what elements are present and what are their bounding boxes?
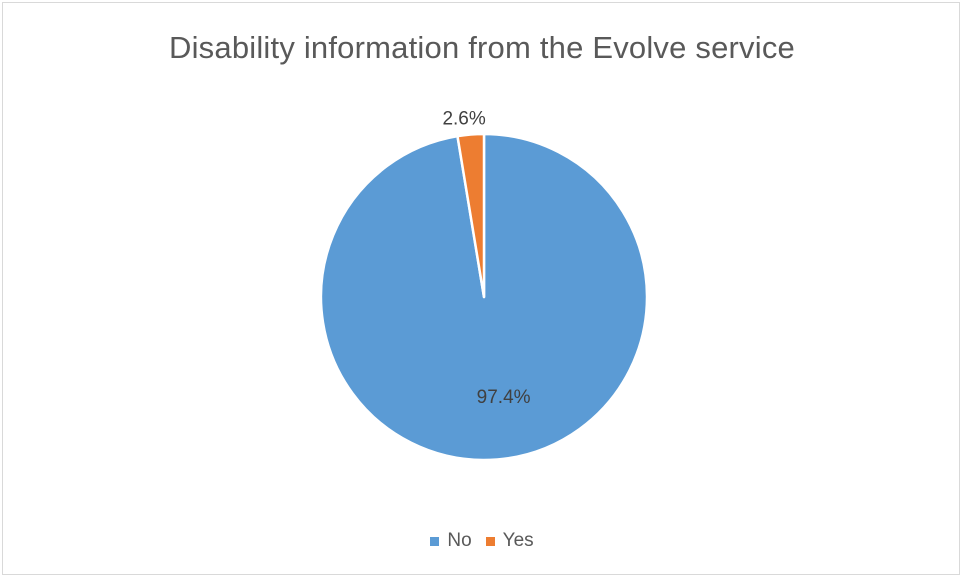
legend-item-yes: Yes	[485, 530, 534, 552]
legend-swatch-yes	[485, 536, 495, 546]
legend-label-yes: Yes	[502, 530, 534, 551]
legend: No Yes	[0, 530, 964, 552]
pie-slice-yes	[456, 132, 486, 299]
legend-item-no: No	[430, 530, 472, 552]
chart-title: Disability information from the Evolve s…	[169, 30, 795, 65]
legend-swatch-no	[430, 536, 440, 546]
legend-label-no: No	[447, 530, 472, 551]
data-label-no: 97.4%	[477, 387, 531, 408]
data-label-yes: 2.6%	[442, 109, 485, 130]
